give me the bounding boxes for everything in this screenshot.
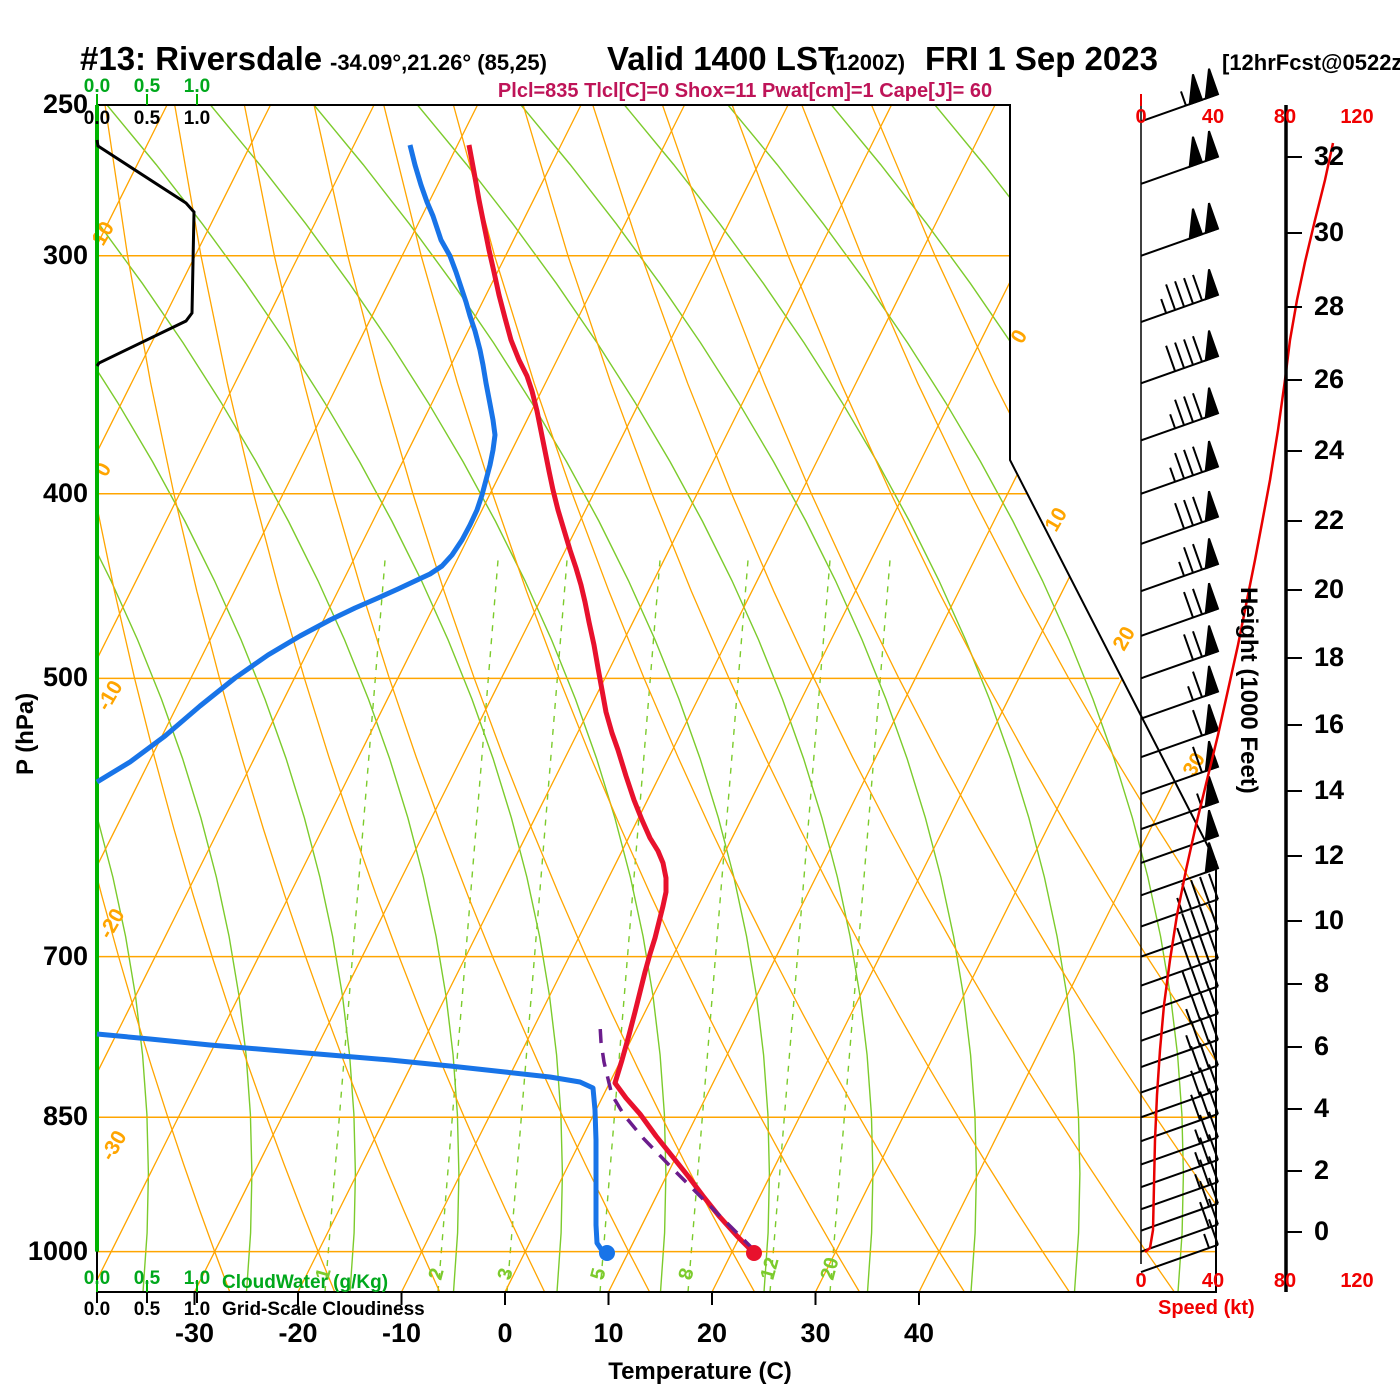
pressure-tick-label: 850	[42, 1101, 88, 1132]
speed-tick-label-bottom: 40	[1201, 1270, 1225, 1292]
svg-text:2: 2	[425, 1266, 449, 1282]
valid-date: FRI 1 Sep 2023	[925, 40, 1158, 77]
pressure-tick-label: 300	[42, 239, 88, 270]
speed-tick-label-top: 0	[1135, 106, 1147, 128]
temperature-tick-label: 10	[593, 1318, 624, 1348]
speed-tick-label-top: 120	[1340, 106, 1374, 128]
height-tick-label: 22	[1314, 505, 1345, 535]
height-tick-label: 24	[1314, 435, 1345, 465]
temperature-tick-label: 40	[903, 1318, 935, 1348]
cloudiness-axis-title: Grid-Scale Cloudiness	[222, 1299, 425, 1320]
cloudwater-axis-title: CloudWater (g/Kg)	[222, 1272, 389, 1293]
cloud-tick-black-top: 0.5	[133, 108, 161, 129]
svg-text:12: 12	[757, 1255, 784, 1282]
surface-temperature-dot	[746, 1245, 762, 1261]
temperature-axis-ticks	[193, 1292, 920, 1305]
mixing-ratio-lines	[324, 559, 891, 1292]
height-tick-label: 20	[1314, 574, 1345, 604]
height-tick-label: 8	[1314, 968, 1330, 998]
surface-dewpoint-dot	[599, 1245, 615, 1261]
height-tick-label: 12	[1314, 840, 1345, 870]
temperature-tick-label: 30	[800, 1318, 831, 1348]
height-tick-label: 6	[1314, 1031, 1330, 1061]
pressure-tick-label: 700	[42, 940, 88, 971]
mixing-ratio-labels: 1 2 3 5 8 12 20	[312, 1255, 844, 1282]
station-title: #13: Riversdale	[80, 40, 323, 77]
height-tick-label: 0	[1314, 1216, 1330, 1246]
pressure-tick-label: 400	[42, 477, 88, 508]
height-tick-label: 30	[1314, 217, 1345, 247]
sounding-parameters: Plcl=835 Tlcl[C]=0 Shox=11 Pwat[cm]=1 Ca…	[497, 80, 993, 102]
pressure-tick-label: 1000	[27, 1235, 88, 1266]
temperature-tick-label: -10	[381, 1318, 422, 1348]
svg-text:5: 5	[587, 1266, 611, 1282]
svg-text:0: 0	[90, 459, 116, 481]
speed-tick-label-top: 40	[1201, 106, 1225, 128]
height-tick-label: 2	[1314, 1155, 1330, 1185]
height-axis-ticks	[1286, 156, 1302, 1233]
height-tick-label: 18	[1314, 642, 1345, 672]
wind-speed-profile	[1144, 142, 1335, 1253]
dewpoint-curve-lower	[96, 1031, 609, 1256]
cloud-tick-green-top: 0.0	[83, 76, 111, 97]
height-tick-label: 14	[1314, 775, 1345, 805]
cloud-tick-green-top: 0.5	[133, 76, 161, 97]
station-coords: -34.09°,21.26° (85,25)	[330, 50, 547, 75]
speed-tick-label-bottom: 120	[1340, 1270, 1374, 1292]
valid-time: Valid 1400 LST	[607, 40, 839, 77]
cloud-tick-black-bottom: 0.5	[133, 1299, 161, 1320]
cloudiness-profile	[95, 139, 196, 367]
pressure-axis-title: P (hPa)	[12, 692, 39, 775]
svg-text:-20: -20	[94, 905, 129, 943]
pressure-tick-label: 250	[42, 89, 88, 119]
speed-tick-label-bottom: 0	[1135, 1270, 1147, 1292]
svg-text:3: 3	[494, 1266, 518, 1282]
height-axis-title: Height (1000 Feet)	[1235, 587, 1262, 794]
speed-tick-label-top: 80	[1273, 106, 1297, 128]
temperature-tick-label: 20	[696, 1318, 728, 1348]
speed-tick-label-bottom: 80	[1273, 1270, 1297, 1292]
svg-text:1: 1	[312, 1266, 336, 1282]
cloud-tick-green-bottom: 0.5	[133, 1268, 161, 1289]
parcel-path	[598, 1024, 756, 1252]
height-tick-label: 28	[1314, 291, 1345, 321]
isotherm-lines	[97, 105, 1216, 1292]
height-tick-label: 10	[1314, 905, 1345, 935]
temperature-tick-label: -30	[174, 1318, 215, 1348]
cloud-tick-black-top: 0.0	[83, 108, 111, 129]
speed-axis-title: Speed (kt)	[1158, 1297, 1255, 1319]
forecast-tag: [12hrFcst@0522z]	[1222, 50, 1400, 75]
dewpoint-curve-upper	[95, 144, 498, 785]
height-tick-label: 26	[1314, 364, 1345, 394]
cloud-tick-green-top: 1.0	[183, 76, 211, 97]
pressure-tick-label: 500	[42, 662, 88, 693]
temperature-curve	[466, 144, 756, 1255]
cloud-tick-green-bottom: 0.0	[83, 1268, 111, 1289]
cloud-tick-black-top: 1.0	[183, 108, 211, 129]
height-tick-label: 16	[1314, 709, 1345, 739]
svg-text:-30: -30	[96, 1127, 131, 1165]
temperature-tick-label: -20	[278, 1318, 318, 1348]
zulu-time: (1200Z)	[828, 50, 906, 75]
svg-text:20: 20	[1108, 623, 1140, 655]
height-tick-label: 32	[1314, 141, 1345, 171]
cloud-tick-black-bottom: 0.0	[83, 1299, 111, 1320]
height-tick-label: 4	[1314, 1093, 1330, 1123]
isobar-lines	[97, 255, 1216, 1253]
temperature-axis-title: Temperature (C)	[608, 1358, 792, 1385]
svg-text:8: 8	[675, 1266, 699, 1282]
wind-barbs	[1140, 68, 1220, 1274]
cloud-tick-green-bottom: 1.0	[183, 1268, 211, 1289]
temperature-tick-label: 0	[497, 1318, 513, 1348]
cloud-tick-black-bottom: 1.0	[183, 1299, 211, 1320]
cloud-scale-ticks	[96, 94, 198, 1303]
